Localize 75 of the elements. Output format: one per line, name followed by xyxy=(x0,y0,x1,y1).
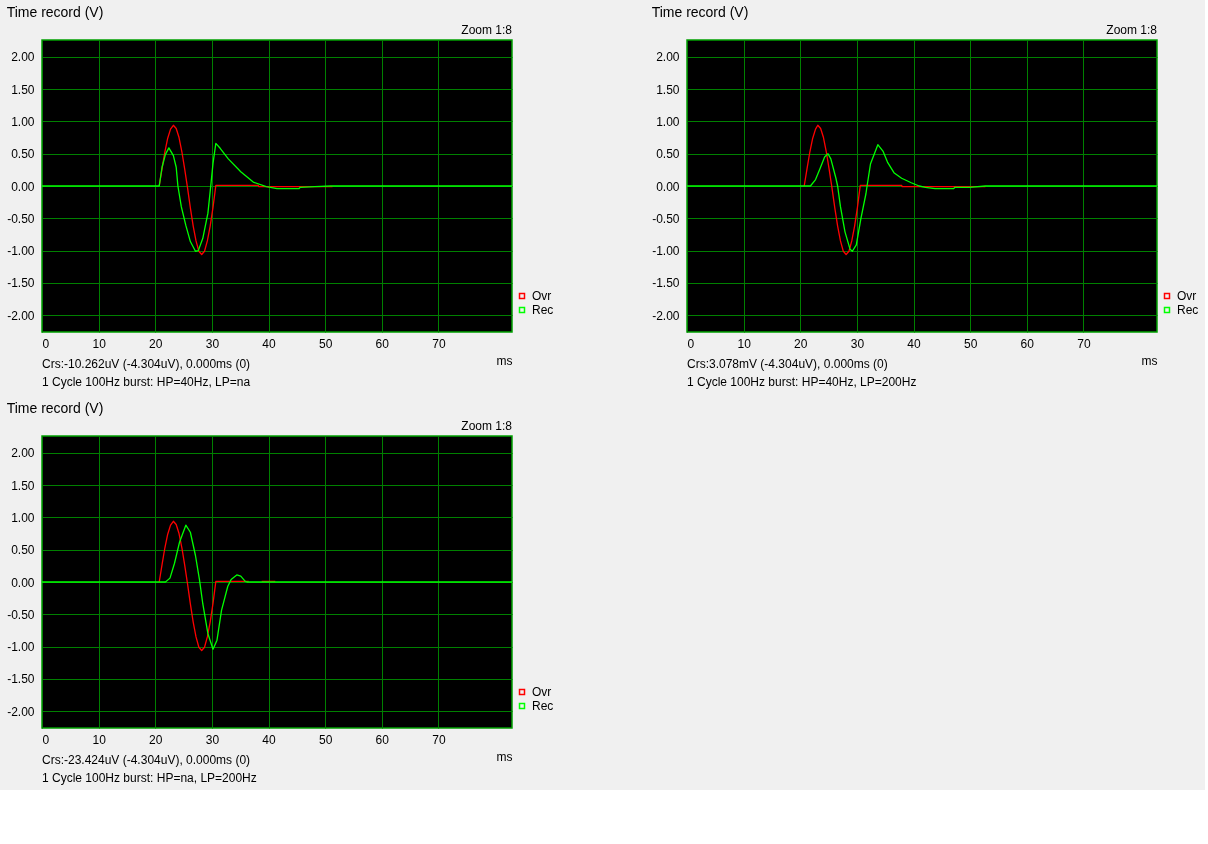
text: Crs:3.078mV (-4.304uV), 0.000ms (0) xyxy=(687,357,888,371)
x-tick-label: 30 xyxy=(205,732,220,747)
x-tick-label: 20 xyxy=(149,336,163,351)
x-tick-label: 30 xyxy=(205,336,220,351)
text: Zoom 1:8 xyxy=(461,419,513,433)
x-tick-label: 0 xyxy=(42,732,50,747)
chart-title: Time record (V) xyxy=(6,4,104,20)
text: 1 Cycle 100Hz burst: HP=na, LP=200Hz xyxy=(42,771,257,785)
x-tick-label: 30 xyxy=(850,336,865,351)
y-tick-label: 0.50 xyxy=(11,543,35,558)
y-tick-label: 2.00 xyxy=(11,50,35,65)
line-series xyxy=(42,142,512,252)
y-tick-label: 0.00 xyxy=(656,179,680,194)
y-tick-label: -2.00 xyxy=(652,308,680,323)
x-tick-label: 10 xyxy=(92,336,107,351)
text: Zoom 1:8 xyxy=(1106,23,1158,37)
x-axis-title: ms xyxy=(496,353,513,368)
x-tick-label: 20 xyxy=(794,336,808,351)
y-tick-label: -0.50 xyxy=(652,211,680,226)
x-axis-title: ms xyxy=(496,749,513,764)
x-axis-title: ms xyxy=(1141,353,1158,368)
y-tick-label: 0.50 xyxy=(11,147,35,162)
x-tick-label: 50 xyxy=(318,732,333,747)
line-series xyxy=(687,144,1157,252)
y-tick-label: 1.00 xyxy=(656,114,680,129)
y-tick-label: 1.50 xyxy=(11,478,35,493)
x-tick-label: 60 xyxy=(375,732,390,747)
y-tick-label: -1.00 xyxy=(7,244,35,259)
text: 1 Cycle 100Hz burst: HP=40Hz, LP=200Hz xyxy=(687,375,917,389)
y-tick-label: 0.00 xyxy=(11,179,35,194)
x-tick-label: 60 xyxy=(375,336,390,351)
text: 1 Cycle 100Hz burst: HP=40Hz, LP=na xyxy=(42,375,251,389)
y-tick-label: 2.00 xyxy=(656,50,680,65)
x-tick-label: 50 xyxy=(963,336,978,351)
chart-title: Time record (V) xyxy=(651,4,749,20)
x-tick-label: 10 xyxy=(92,732,107,747)
text: Zoom 1:8 xyxy=(461,23,513,37)
y-tick-label: 0.50 xyxy=(656,147,680,162)
x-tick-label: 50 xyxy=(318,336,333,351)
legend-label: Ovr xyxy=(1177,289,1197,303)
x-tick-label: 40 xyxy=(262,732,276,747)
y-tick-label: -1.50 xyxy=(652,276,680,291)
y-tick-label: 1.50 xyxy=(656,82,680,97)
y-tick-label: 1.50 xyxy=(11,82,35,97)
x-tick-label: 0 xyxy=(42,336,50,351)
legend-label: Rec xyxy=(532,303,554,317)
x-tick-label: 70 xyxy=(1077,336,1091,351)
legend-label: Rec xyxy=(1177,303,1199,317)
y-tick-label: -1.50 xyxy=(7,672,35,687)
y-tick-label: 1.00 xyxy=(11,114,35,129)
x-tick-label: 20 xyxy=(149,732,163,747)
x-tick-label: 10 xyxy=(737,336,752,351)
y-tick-label: -1.50 xyxy=(7,276,35,291)
x-tick-label: 60 xyxy=(1020,336,1035,351)
x-tick-label: 40 xyxy=(262,336,276,351)
legend-label: Ovr xyxy=(532,685,552,699)
y-tick-label: -2.00 xyxy=(7,308,35,323)
line-series xyxy=(42,524,512,650)
y-tick-label: 2.00 xyxy=(11,446,35,461)
x-tick-label: 40 xyxy=(907,336,921,351)
y-tick-label: -0.50 xyxy=(7,607,35,622)
chart-title: Time record (V) xyxy=(6,400,104,416)
x-tick-label: 70 xyxy=(432,336,446,351)
x-tick-label: 70 xyxy=(432,732,446,747)
text: Crs:-10.262uV (-4.304uV), 0.000ms (0) xyxy=(42,357,251,371)
y-tick-label: 0.00 xyxy=(11,575,35,590)
x-tick-label: 0 xyxy=(687,336,695,351)
y-tick-label: -1.00 xyxy=(652,244,680,259)
y-tick-label: -0.50 xyxy=(7,211,35,226)
text: Crs:-23.424uV (-4.304uV), 0.000ms (0) xyxy=(42,753,251,767)
y-tick-label: -2.00 xyxy=(7,704,35,719)
y-tick-label: -1.00 xyxy=(7,640,35,655)
legend-label: Ovr xyxy=(532,289,552,303)
legend-label: Rec xyxy=(532,699,554,713)
y-tick-label: 1.00 xyxy=(11,510,35,525)
